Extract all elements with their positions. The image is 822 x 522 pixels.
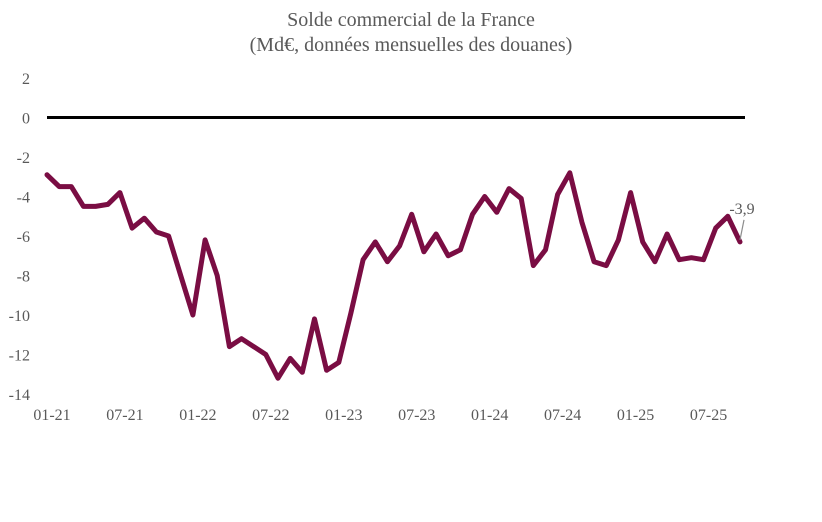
y-tick-label: -4 xyxy=(17,190,30,207)
chart-title: Solde commercial de la France xyxy=(287,9,535,31)
x-tick-label: 01-23 xyxy=(325,407,362,424)
annotation-layer: -3,9 xyxy=(729,201,755,241)
y-tick-label: -8 xyxy=(17,269,30,286)
series-layer xyxy=(44,170,743,381)
annotation-leader-line xyxy=(739,219,745,241)
last-value-label: -3,9 xyxy=(729,201,754,218)
y-tick-label: -6 xyxy=(17,229,30,246)
x-tick-label: 01-25 xyxy=(617,407,654,424)
chart-subtitle: (Md€, données mensuelles des douanes) xyxy=(250,34,573,56)
x-tick-label: 01-24 xyxy=(471,407,508,424)
y-tick-label: -12 xyxy=(9,348,30,365)
x-tick-label: 07-22 xyxy=(252,407,289,424)
x-tick-label: 07-25 xyxy=(690,407,727,424)
y-axis: 2 0 -2 -4 -6 -8 -10 -12 -14 xyxy=(9,71,30,404)
x-tick-label: 01-22 xyxy=(179,407,216,424)
x-tick-label: 07-23 xyxy=(398,407,435,424)
y-tick-label: -10 xyxy=(9,308,30,325)
y-tick-label: 2 xyxy=(22,71,30,88)
series-line xyxy=(44,170,743,381)
x-tick-label: 07-21 xyxy=(106,407,143,424)
y-tick-label: -14 xyxy=(9,387,30,404)
y-tick-label: -2 xyxy=(17,150,30,167)
x-tick-label: 07-24 xyxy=(544,407,581,424)
y-tick-label: 0 xyxy=(22,111,30,128)
x-tick-label: 01-21 xyxy=(33,407,70,424)
x-axis: 01-21 07-21 01-22 07-22 01-23 07-23 01-24 07-24… xyxy=(33,407,727,424)
